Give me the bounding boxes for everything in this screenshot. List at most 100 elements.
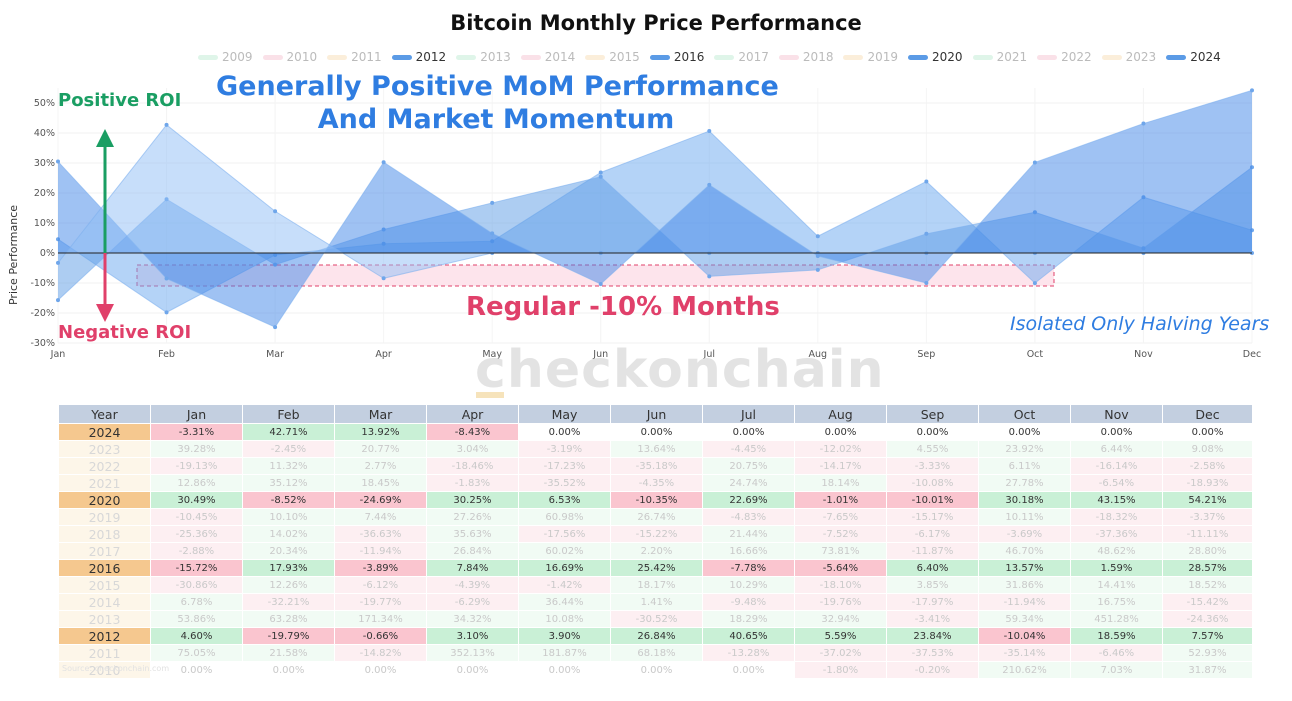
value-cell: 0.00%	[1070, 423, 1163, 441]
value-cell: 31.87%	[1162, 661, 1253, 679]
value-cell: 35.63%	[426, 525, 519, 543]
x-tick-label: Nov	[1134, 349, 1153, 360]
legend-swatch	[908, 54, 929, 60]
value-cell: -6.46%	[1070, 644, 1163, 662]
value-cell: 6.11%	[978, 457, 1071, 475]
year-cell: 2019	[58, 508, 151, 526]
legend-swatch	[391, 54, 412, 60]
value-cell: 18.59%	[1070, 627, 1163, 645]
legend-label: 2010	[286, 50, 318, 64]
legend-item-2015[interactable]: 2015	[585, 50, 640, 64]
legend-swatch	[327, 54, 348, 60]
data-point	[924, 231, 929, 236]
value-cell: -6.17%	[886, 525, 979, 543]
legend-label: 2012	[415, 50, 447, 64]
year-cell: 2017	[58, 542, 151, 560]
value-cell: 48.62%	[1070, 542, 1163, 560]
value-cell: 23.84%	[886, 627, 979, 645]
legend-label: 2013	[480, 50, 511, 64]
legend-item-2010[interactable]: 2010	[262, 50, 318, 64]
year-cell: 2024	[58, 423, 151, 441]
legend-swatch	[585, 54, 606, 60]
value-cell: 31.86%	[978, 576, 1071, 594]
data-point	[598, 174, 603, 179]
value-cell: 13.57%	[978, 559, 1071, 577]
chart-title: Bitcoin Monthly Price Performance	[450, 11, 862, 35]
value-cell: 40.65%	[702, 627, 795, 645]
table-row: 2018 -25.36% 14.02% -36.63% 35.63% -17.56% -15…	[58, 525, 1253, 543]
value-cell: 12.26%	[242, 576, 335, 594]
value-cell: -10.01%	[886, 491, 979, 509]
data-point	[1032, 281, 1037, 286]
table-body: 2024 -3.31% 42.71% 13.92% -8.43% 0.00% 0.00% 0.…	[58, 423, 1253, 679]
data-point	[707, 129, 712, 134]
value-cell: 1.59%	[1070, 559, 1163, 577]
value-cell: -7.78%	[702, 559, 795, 577]
table-row: 2023 39.28% -2.45% 20.77% 3.04% -3.19% 13.64% -…	[58, 440, 1253, 458]
value-cell: 1.41%	[610, 593, 703, 611]
legend-item-2020[interactable]: 2020	[908, 50, 963, 64]
legend-item-2021[interactable]: 2021	[972, 50, 1027, 64]
value-cell: -32.21%	[242, 593, 335, 611]
value-cell: -4.45%	[702, 440, 795, 458]
halving-years-note: Isolated Only Halving Years	[1010, 313, 1270, 335]
series-area-2024	[58, 124, 1252, 279]
year-cell: 2012	[58, 627, 151, 645]
legend-item-2017[interactable]: 2017	[714, 50, 769, 64]
chart-legend: 2009 2010 2011 2012 2013 2014 2015 2016 2017 2018…	[198, 48, 1231, 66]
value-cell: 6.78%	[150, 593, 243, 611]
value-cell: 27.26%	[426, 508, 519, 526]
data-point	[56, 260, 60, 265]
legend-item-2023[interactable]: 2023	[1101, 50, 1156, 64]
year-cell: 2010	[58, 661, 151, 679]
y-tick-label: -30%	[30, 338, 55, 349]
value-cell: 7.57%	[1162, 627, 1253, 645]
series-line-2020	[57, 89, 1253, 328]
legend-item-2014[interactable]: 2014	[520, 50, 575, 64]
value-cell: 6.40%	[886, 559, 979, 577]
value-cell: -15.17%	[886, 508, 979, 526]
legend-item-2018[interactable]: 2018	[778, 50, 833, 64]
legend-item-2009[interactable]: 2009	[198, 50, 253, 64]
legend-label: 2011	[351, 50, 382, 64]
data-point	[490, 231, 495, 236]
value-cell: 32.94%	[794, 610, 887, 628]
value-cell: 16.66%	[702, 542, 795, 560]
value-cell: 12.86%	[150, 474, 243, 492]
value-cell: 24.74%	[702, 474, 795, 492]
legend-item-2022[interactable]: 2022	[1037, 50, 1092, 64]
legend-item-2011[interactable]: 2011	[327, 50, 382, 64]
data-point	[598, 282, 603, 287]
data-point	[707, 182, 712, 187]
legend-item-2019[interactable]: 2019	[843, 50, 898, 64]
value-cell: 68.18%	[610, 644, 703, 662]
column-header: Jul	[702, 404, 795, 424]
value-cell: 0.00%	[426, 661, 519, 679]
y-tick-label: 40%	[34, 128, 55, 139]
value-cell: -35.52%	[518, 474, 611, 492]
value-cell: 43.15%	[1070, 491, 1163, 509]
value-cell: 6.53%	[518, 491, 611, 509]
value-cell: 210.62%	[978, 661, 1071, 679]
value-cell: -3.31%	[150, 423, 243, 441]
column-header: Apr	[426, 404, 519, 424]
value-cell: 16.75%	[1070, 593, 1163, 611]
column-header: Year	[58, 404, 151, 424]
data-point	[56, 159, 60, 164]
y-tick-label: -10%	[30, 278, 55, 289]
data-point	[1032, 160, 1037, 165]
value-cell: -11.94%	[334, 542, 427, 560]
legend-swatch	[778, 54, 799, 60]
series-area-2020	[58, 90, 1252, 328]
table-row: 2016 -15.72% 17.93% -3.89% 7.84% 16.69% 25.42%…	[58, 559, 1253, 577]
regular-months-label: Regular -10% Months	[466, 292, 780, 322]
legend-item-2013[interactable]: 2013	[456, 50, 511, 64]
value-cell: 14.41%	[1070, 576, 1163, 594]
legend-item-2024[interactable]: 2024	[1166, 50, 1221, 64]
legend-item-2012[interactable]: 2012	[391, 50, 447, 64]
series-area-2012	[58, 131, 1252, 313]
legend-item-2016[interactable]: 2016	[649, 50, 704, 64]
value-cell: -19.13%	[150, 457, 243, 475]
value-cell: -18.46%	[426, 457, 519, 475]
value-cell: 46.70%	[978, 542, 1071, 560]
